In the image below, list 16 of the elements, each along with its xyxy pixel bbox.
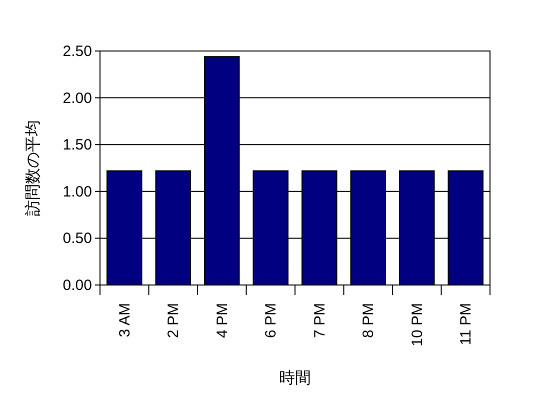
y-axis-title: 訪問数の平均 [24,120,42,216]
y-tick-label: 2.00 [62,90,92,107]
x-tick-label: 11 PM [458,303,475,346]
y-tick-label: 2.50 [62,43,92,60]
x-tick-label: 10 PM [408,303,426,346]
x-tick-label: 6 PM [262,303,280,338]
y-tick-label: 0.00 [62,277,92,294]
x-tick-label: 4 PM [214,303,231,338]
y-tick-label: 1.00 [62,183,92,200]
x-tick-label: 8 PM [360,303,378,338]
x-tick-label: 2 PM [165,303,182,338]
x-tick-label: 7 PM [311,303,328,338]
x-tick-label: 3 AM [116,303,134,338]
y-tick-label: 1.50 [62,136,92,154]
y-tick-label: 0.50 [62,230,92,248]
x-axis-title: 時間 [279,369,311,387]
